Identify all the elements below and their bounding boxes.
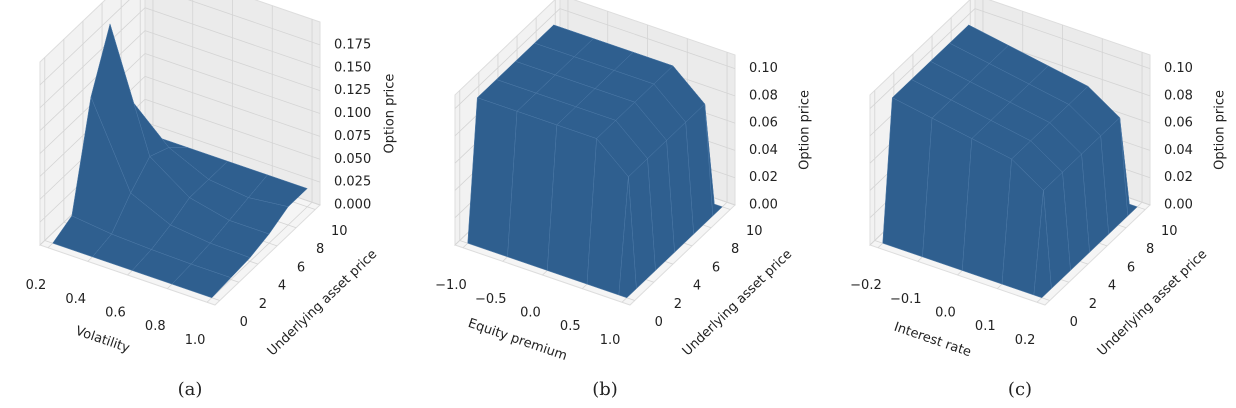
z-tick-label: 0.02	[1164, 170, 1193, 185]
grid-line	[144, 98, 321, 160]
z-tick-label: 0.075	[334, 129, 371, 144]
grid-line	[144, 7, 321, 69]
y-tick-label: 4	[278, 279, 286, 294]
y-tick-label: 8	[731, 242, 739, 257]
y-tick-label: 8	[316, 242, 324, 257]
grid-line	[144, 30, 321, 92]
y-tick-label: 2	[259, 297, 267, 312]
x-tick-label: 1.0	[600, 333, 621, 348]
z-tick-label: 0.025	[334, 175, 371, 190]
grid-line	[187, 0, 321, 46]
caption: (a)	[178, 379, 203, 400]
y-tick-label: 6	[1127, 260, 1135, 275]
grid-line	[454, 8, 561, 109]
grid-line	[206, 201, 313, 303]
x-tick-label: 0.2	[1015, 333, 1036, 348]
z-tick-label: 0.08	[749, 88, 778, 103]
z-tick-label: 0.000	[334, 198, 371, 213]
z-tick-label: 0.100	[334, 106, 371, 121]
grid-line	[39, 30, 146, 131]
z-tick-label: 0.06	[749, 116, 778, 131]
x-tick-label: 0.8	[145, 319, 166, 334]
z-tick-label: 0.06	[1164, 116, 1193, 131]
x-tick-label: 0.6	[105, 306, 126, 321]
x-axis-label: Interest rate	[892, 320, 973, 360]
z-tick-label: 0.02	[749, 170, 778, 185]
y-tick-label: 2	[1089, 297, 1097, 312]
grid-line	[144, 53, 321, 114]
x-tick-label: 0.5	[560, 319, 581, 334]
z-tick-label: 0.04	[749, 143, 778, 158]
x-tick-label: 0.1	[975, 319, 996, 334]
grid-line	[559, 8, 736, 69]
y-tick-label: 0	[655, 315, 663, 330]
x-tick-label: 1.0	[185, 333, 206, 348]
x-tick-label: 0.4	[65, 292, 86, 307]
y-tick-label: 4	[1108, 279, 1116, 294]
y-axis-label: Underlying asset price	[1095, 247, 1210, 359]
x-tick-label: −0.5	[475, 292, 507, 307]
y-tick-label: 10	[746, 224, 763, 239]
grid-line	[39, 7, 146, 109]
x-tick-label: −1.0	[435, 278, 467, 293]
x-tick-label: −0.2	[850, 278, 882, 293]
surface-patch	[618, 176, 637, 299]
z-axis-label: Option price	[1213, 90, 1228, 170]
caption: (b)	[592, 379, 618, 400]
y-tick-label: 0	[240, 315, 248, 330]
z-tick-label: 0.08	[1164, 88, 1193, 103]
grid-line	[974, 8, 1151, 69]
z-tick-label: 0.150	[334, 60, 371, 75]
y-axis-label: Underlying asset price	[265, 247, 380, 359]
z-tick-label: 0.175	[334, 37, 371, 52]
z-tick-label: 0.10	[1164, 61, 1193, 76]
y-tick-label: 6	[712, 260, 720, 275]
x-axis-label: Equity premium	[466, 316, 569, 364]
z-tick-label: 0.04	[1164, 143, 1193, 158]
x-tick-label: −0.1	[890, 292, 922, 307]
z-tick-label: 0.00	[749, 198, 778, 213]
surface-patch	[1033, 190, 1052, 299]
caption: (c)	[1008, 379, 1032, 400]
z-tick-label: 0.00	[1164, 198, 1193, 213]
y-tick-label: 10	[1161, 224, 1178, 239]
x-tick-label: 0.2	[26, 278, 47, 293]
y-tick-label: 8	[1146, 242, 1154, 257]
z-axis-label: Option price	[383, 74, 398, 154]
y-tick-label: 0	[1070, 315, 1078, 330]
z-tick-label: 0.050	[334, 152, 371, 167]
y-tick-label: 2	[674, 297, 682, 312]
y-tick-label: 10	[331, 224, 348, 239]
z-tick-label: 0.125	[334, 83, 371, 98]
z-axis-label: Option price	[798, 90, 813, 170]
x-axis-label: Volatility	[74, 324, 132, 357]
z-tick-label: 0.10	[749, 61, 778, 76]
x-tick-label: 0.0	[935, 306, 956, 321]
grid-line	[39, 0, 130, 86]
grid-line	[144, 121, 321, 183]
y-tick-label: 4	[693, 279, 701, 294]
y-axis-label: Underlying asset price	[680, 247, 795, 359]
x-tick-label: 0.0	[520, 306, 541, 321]
y-tick-label: 6	[297, 260, 305, 275]
grid-line	[144, 75, 321, 137]
surface-patch	[171, 263, 232, 299]
grid-line	[869, 8, 976, 109]
